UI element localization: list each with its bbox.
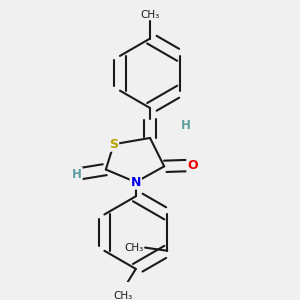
Text: CH₃: CH₃: [114, 291, 133, 300]
Text: N: N: [130, 176, 141, 189]
Text: CH₃: CH₃: [124, 243, 144, 253]
Text: S: S: [109, 138, 118, 151]
Text: H: H: [72, 168, 82, 181]
Text: O: O: [187, 159, 198, 172]
Text: CH₃: CH₃: [140, 10, 160, 20]
Text: H: H: [181, 119, 191, 132]
